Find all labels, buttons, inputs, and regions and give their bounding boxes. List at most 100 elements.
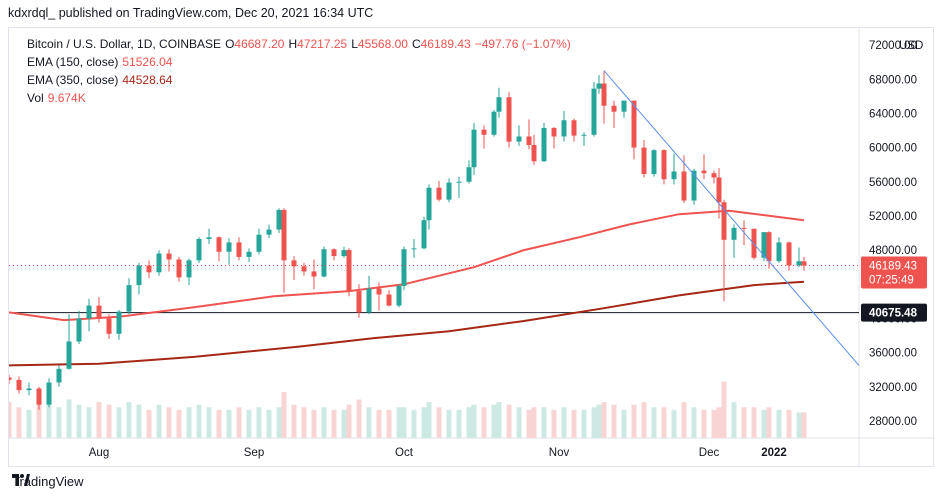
candle-body[interactable] <box>561 120 567 137</box>
candle-body[interactable] <box>76 318 82 342</box>
candle-body[interactable] <box>801 261 807 266</box>
candle-body[interactable] <box>246 251 252 257</box>
ema350-line[interactable] <box>9 280 805 367</box>
candle-body[interactable] <box>776 242 782 262</box>
candle-body[interactable] <box>591 88 597 135</box>
candle-body[interactable] <box>741 227 747 229</box>
tradingview-brand[interactable]: TradingView <box>12 474 84 489</box>
candle-body[interactable] <box>681 171 687 201</box>
candle-body[interactable] <box>16 379 22 391</box>
candle-body[interactable] <box>86 305 92 319</box>
candle-body[interactable] <box>786 242 792 266</box>
currency-label[interactable]: USD <box>899 40 923 52</box>
candle-body[interactable] <box>146 265 152 273</box>
candle-body[interactable] <box>466 167 472 182</box>
candle-body[interactable] <box>641 147 647 175</box>
candle-body[interactable] <box>56 368 62 383</box>
candle-body[interactable] <box>621 100 627 112</box>
candle-body[interactable] <box>691 170 697 201</box>
candle-body[interactable] <box>196 238 202 261</box>
candle-body[interactable] <box>291 260 297 267</box>
chart-area[interactable]: 72000.00 USD 68000.00 64000.00 60000.00 56000… <box>8 27 935 468</box>
candle-body[interactable] <box>26 388 32 391</box>
candle-body[interactable] <box>176 259 182 278</box>
candle-body[interactable] <box>156 253 162 273</box>
candle-body[interactable] <box>186 260 192 278</box>
candle-body[interactable] <box>341 250 347 257</box>
candle-body[interactable] <box>631 100 637 148</box>
candle-body[interactable] <box>506 97 512 142</box>
candle-body[interactable] <box>236 242 242 257</box>
candle-body[interactable] <box>396 285 402 306</box>
candle-body[interactable] <box>471 129 477 168</box>
candle-body[interactable] <box>411 248 417 250</box>
candle-body[interactable] <box>481 129 487 135</box>
candle-body[interactable] <box>526 136 532 146</box>
candle-body[interactable] <box>456 181 462 183</box>
candle-body[interactable] <box>126 285 132 312</box>
volume-legend[interactable]: Vol 9.674K <box>27 91 90 105</box>
candle-body[interactable] <box>266 229 272 235</box>
candle-body[interactable] <box>166 253 172 260</box>
candle-body[interactable] <box>281 209 287 261</box>
candle-body[interactable] <box>651 150 657 175</box>
candle-body[interactable] <box>421 220 427 249</box>
candle-body[interactable] <box>491 111 497 135</box>
candle-body[interactable] <box>436 187 442 200</box>
candle-body[interactable] <box>796 261 802 266</box>
candle-body[interactable] <box>551 127 557 137</box>
candle-body[interactable] <box>661 150 667 180</box>
candle-body[interactable] <box>426 187 432 221</box>
candle-body[interactable] <box>321 249 327 277</box>
hline-price-badge[interactable] <box>861 303 927 322</box>
candle-body[interactable] <box>301 266 307 272</box>
candle-body[interactable] <box>226 242 232 252</box>
candle-body[interactable] <box>601 83 607 106</box>
ema350-legend[interactable]: EMA (350, close) 44528.64 <box>27 73 176 87</box>
candle-body[interactable] <box>256 234 262 252</box>
candle-body[interactable] <box>596 83 602 89</box>
candle-body[interactable] <box>311 271 317 277</box>
candle-body[interactable] <box>9 377 12 380</box>
candle-body[interactable] <box>216 237 222 252</box>
candle-body[interactable] <box>751 228 757 258</box>
symbol-label[interactable]: Bitcoin / U.S. Dollar, 1D, COINBASE <box>27 37 222 51</box>
candle-body[interactable] <box>761 232 767 258</box>
candle-body[interactable] <box>106 318 112 334</box>
candle-body[interactable] <box>611 105 617 112</box>
candle-body[interactable] <box>721 202 727 240</box>
candle-body[interactable] <box>531 145 537 162</box>
candle-body[interactable] <box>96 305 102 319</box>
candle-body[interactable] <box>36 388 42 405</box>
last-price-badge[interactable] <box>861 256 927 289</box>
candle-body[interactable] <box>376 288 382 295</box>
candle-body[interactable] <box>46 382 52 405</box>
candle-body[interactable] <box>116 311 122 334</box>
candle-body[interactable] <box>386 294 392 306</box>
candle-body[interactable] <box>356 291 362 313</box>
candle-body[interactable] <box>541 127 547 162</box>
candle-body[interactable] <box>346 250 352 292</box>
candle-body[interactable] <box>671 171 677 180</box>
candle-body[interactable] <box>716 177 722 203</box>
candle-body[interactable] <box>66 341 72 369</box>
candle-body[interactable] <box>731 227 737 240</box>
candle-body[interactable] <box>136 265 142 286</box>
candle-body[interactable] <box>516 136 522 142</box>
candle-body[interactable] <box>331 249 337 257</box>
candle-body[interactable] <box>571 120 577 136</box>
ema150-legend[interactable]: EMA (150, close) 51526.04 <box>27 55 176 69</box>
candle-body[interactable] <box>401 249 407 286</box>
candle-body[interactable] <box>581 134 587 136</box>
candle-body[interactable] <box>446 182 452 200</box>
candle-body[interactable] <box>496 97 502 112</box>
candle-body[interactable] <box>366 288 372 313</box>
candle-body[interactable] <box>701 170 707 174</box>
candle-body[interactable] <box>276 209 282 230</box>
candle-body[interactable] <box>711 173 717 178</box>
ema150-line[interactable] <box>9 209 805 322</box>
candle-body[interactable] <box>766 232 772 262</box>
trend-line[interactable] <box>603 70 860 366</box>
candle-body[interactable] <box>206 237 212 239</box>
